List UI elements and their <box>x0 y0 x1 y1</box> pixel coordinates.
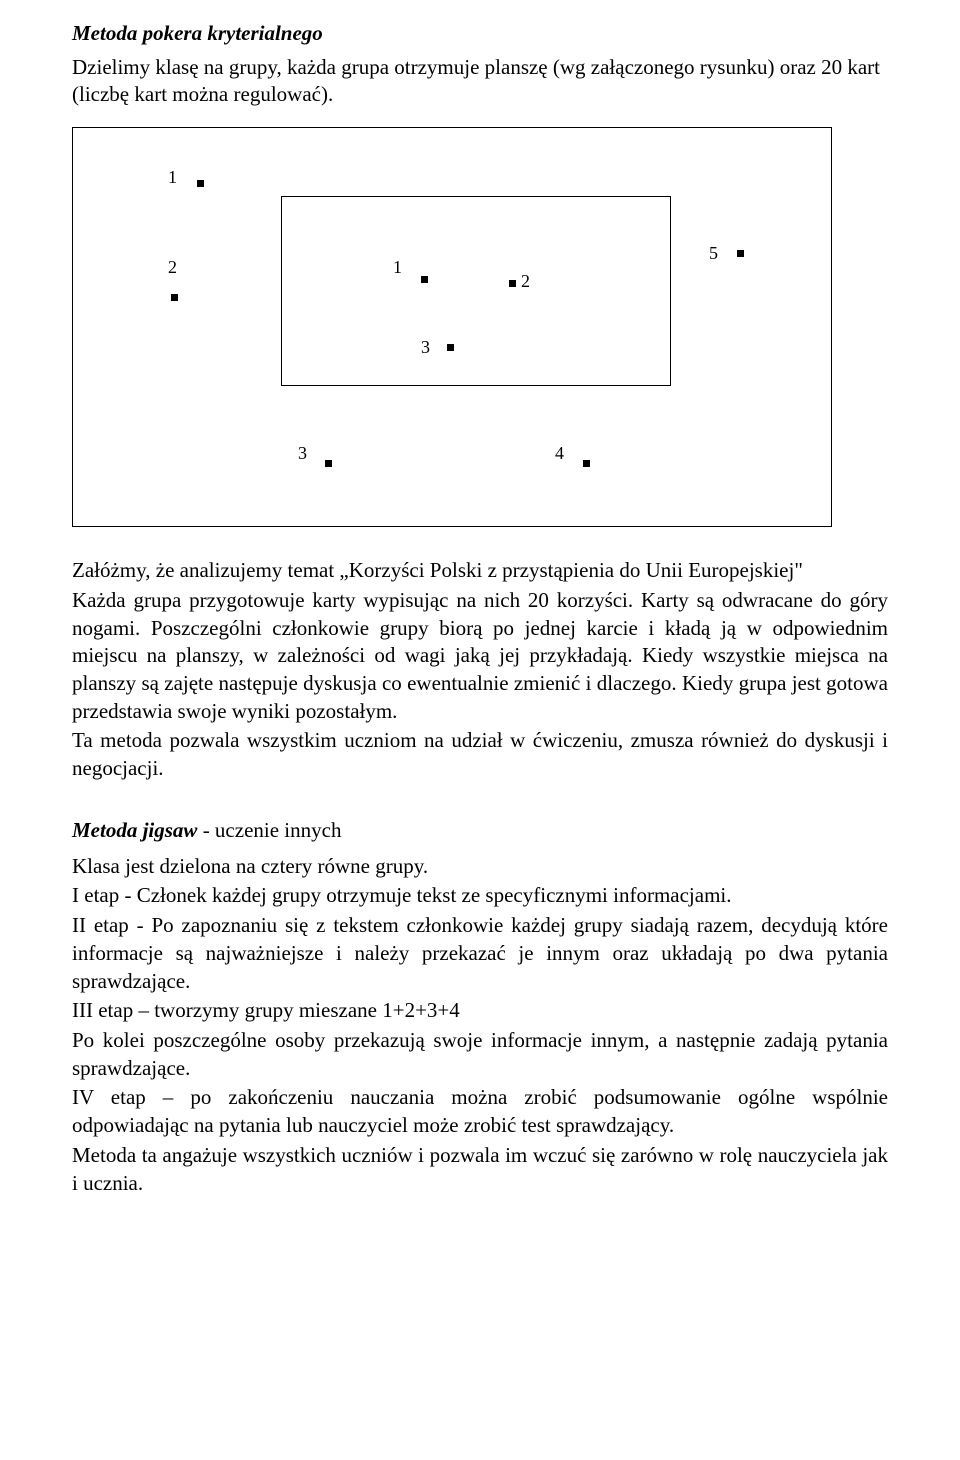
section2-p3: II etap - Po zapoznaniu się z tekstem cz… <box>72 912 888 995</box>
diagram-inner-box <box>281 196 671 386</box>
outer-point-label: 4 <box>555 444 564 462</box>
outer-point-label: 2 <box>168 258 177 276</box>
section2-p1: Klasa jest dzielona na cztery równe grup… <box>72 853 888 881</box>
section2-p7: Metoda ta angażuje wszystkich uczniów i … <box>72 1142 888 1197</box>
outer-point-dot <box>171 294 178 301</box>
inner-point-label: 2 <box>521 272 530 290</box>
section2-p5: Po kolei poszczególne osoby przekazują s… <box>72 1027 888 1082</box>
section2-p2: I etap - Członek każdej grupy otrzymuje … <box>72 882 888 910</box>
inner-point-label: 1 <box>393 258 402 276</box>
section2-title-rest: - uczenie innych <box>197 818 341 842</box>
inner-point-dot <box>421 276 428 283</box>
section-jigsaw: Metoda jigsaw - uczenie innych Klasa jes… <box>72 817 888 1197</box>
outer-point-dot <box>737 250 744 257</box>
inner-point-label: 3 <box>421 338 430 356</box>
outer-point-label: 5 <box>709 244 718 262</box>
inner-point-dot <box>509 280 516 287</box>
outer-point-dot <box>583 460 590 467</box>
section1-intro: Dzielimy klasę na grupy, każda grupa otr… <box>72 54 888 109</box>
outer-point-label: 3 <box>298 444 307 462</box>
section2-p4: III etap – tworzymy grupy mieszane 1+2+3… <box>72 997 888 1025</box>
inner-point-dot <box>447 344 454 351</box>
outer-point-dot <box>325 460 332 467</box>
outer-point-label: 1 <box>168 168 177 186</box>
outer-point-dot <box>197 180 204 187</box>
diagram-outer-box: 1 2 3 4 5 1 2 3 <box>72 127 832 527</box>
section1-body2: Każda grupa przygotowuje karty wypisując… <box>72 587 888 726</box>
section2-title: Metoda jigsaw - uczenie innych <box>72 817 888 845</box>
section1-title: Metoda pokera kryterialnego <box>72 20 888 48</box>
section1-body3: Ta metoda pozwala wszystkim uczniom na u… <box>72 727 888 782</box>
section1-body1: Załóżmy, że analizujemy temat „Korzyści … <box>72 557 888 585</box>
section2-title-bold: Metoda jigsaw <box>72 818 197 842</box>
section-poker: Metoda pokera kryterialnego Dzielimy kla… <box>72 20 888 783</box>
diagram-container: 1 2 3 4 5 1 2 3 <box>72 127 888 527</box>
section2-p6: IV etap – po zakończeniu nauczania można… <box>72 1084 888 1139</box>
